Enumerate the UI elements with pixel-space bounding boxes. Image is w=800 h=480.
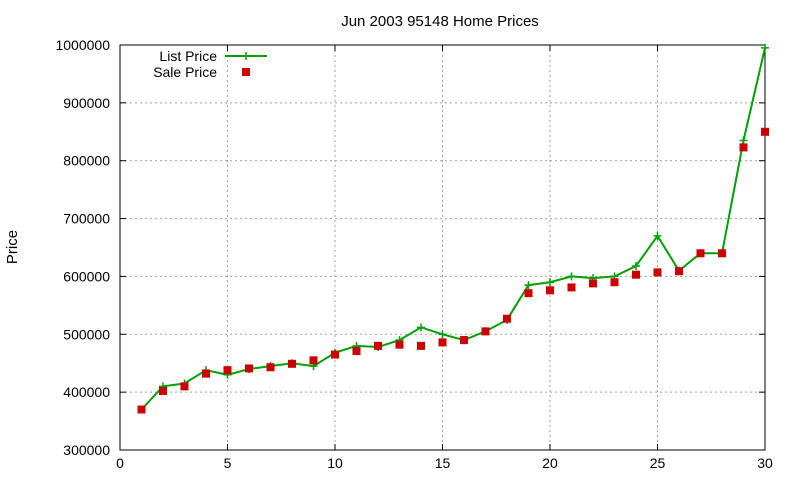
x-tick-label: 30 (757, 455, 773, 471)
sale-price-point (202, 369, 210, 378)
list-price-line (140, 47, 766, 411)
sale-price-point (159, 386, 167, 395)
sale-price-point (331, 350, 339, 359)
list-price-point (546, 278, 554, 287)
legend-label-list-price: List Price (159, 48, 217, 64)
list-price-point (417, 323, 425, 332)
sale-price-point (438, 338, 447, 347)
y-tick-label: 400000 (63, 384, 110, 400)
list-price-point (438, 330, 447, 339)
sale-price-point (374, 341, 382, 350)
sale-price-point (481, 327, 490, 336)
grid-lines (120, 45, 765, 450)
sale-price-point (610, 278, 619, 287)
x-tick-label: 0 (116, 455, 124, 471)
list-price-point (567, 272, 576, 281)
x-tick-label: 25 (650, 455, 666, 471)
sale-price-point (309, 356, 318, 365)
list-price-point (524, 281, 533, 290)
sale-price-point (718, 249, 726, 258)
list-price-point (653, 231, 662, 240)
y-tick-label: 900000 (63, 95, 110, 111)
sale-price-point (417, 341, 425, 350)
sale-price-point (460, 336, 468, 345)
sale-price-point (761, 127, 769, 136)
sale-price-point (653, 268, 662, 277)
sale-price-point (223, 366, 232, 375)
y-tick-label: 300000 (63, 442, 110, 458)
x-tick-label: 5 (224, 455, 232, 471)
sale-price-point (589, 279, 597, 288)
x-tick-label: 20 (542, 455, 558, 471)
list-price-point (739, 136, 748, 145)
legend-label-sale-price: Sale Price (153, 64, 217, 80)
chart-title: Jun 2003 95148 Home Prices (341, 13, 539, 30)
sale-price-point (245, 364, 253, 373)
sale-price-point (546, 286, 554, 295)
legend-marker-list-price (242, 52, 250, 60)
y-axis-label: Price (4, 230, 21, 264)
y-tick-label: 800000 (63, 153, 110, 169)
sale-price-point (180, 382, 189, 391)
sale-price-point (266, 363, 275, 372)
sale-price-point (675, 267, 683, 276)
axis-ticks: 0 5 10 15 20 25 30 300000 400000 500000 600000 7000… (55, 37, 773, 471)
y-tick-label: 1000000 (55, 37, 110, 53)
legend-swatch-sale-price (242, 68, 250, 76)
y-tick-label: 600000 (63, 268, 110, 284)
sale-price-point (632, 270, 640, 279)
sale-price-point (524, 289, 533, 298)
series-layer (137, 43, 769, 414)
sale-price-point (137, 405, 146, 414)
x-tick-label: 10 (327, 455, 343, 471)
sale-price-point (288, 359, 296, 368)
y-tick-label: 500000 (63, 326, 110, 342)
sale-price-point (352, 347, 361, 356)
list-price-point (632, 262, 640, 271)
list-price-point (761, 43, 769, 52)
y-tick-label: 700000 (63, 211, 110, 227)
sale-price-point (696, 249, 705, 258)
sale-price-point (739, 143, 748, 152)
x-tick-label: 15 (435, 455, 451, 471)
sale-price-point (503, 314, 511, 323)
sale-price-point (395, 340, 404, 349)
sale-price-point (567, 283, 576, 292)
